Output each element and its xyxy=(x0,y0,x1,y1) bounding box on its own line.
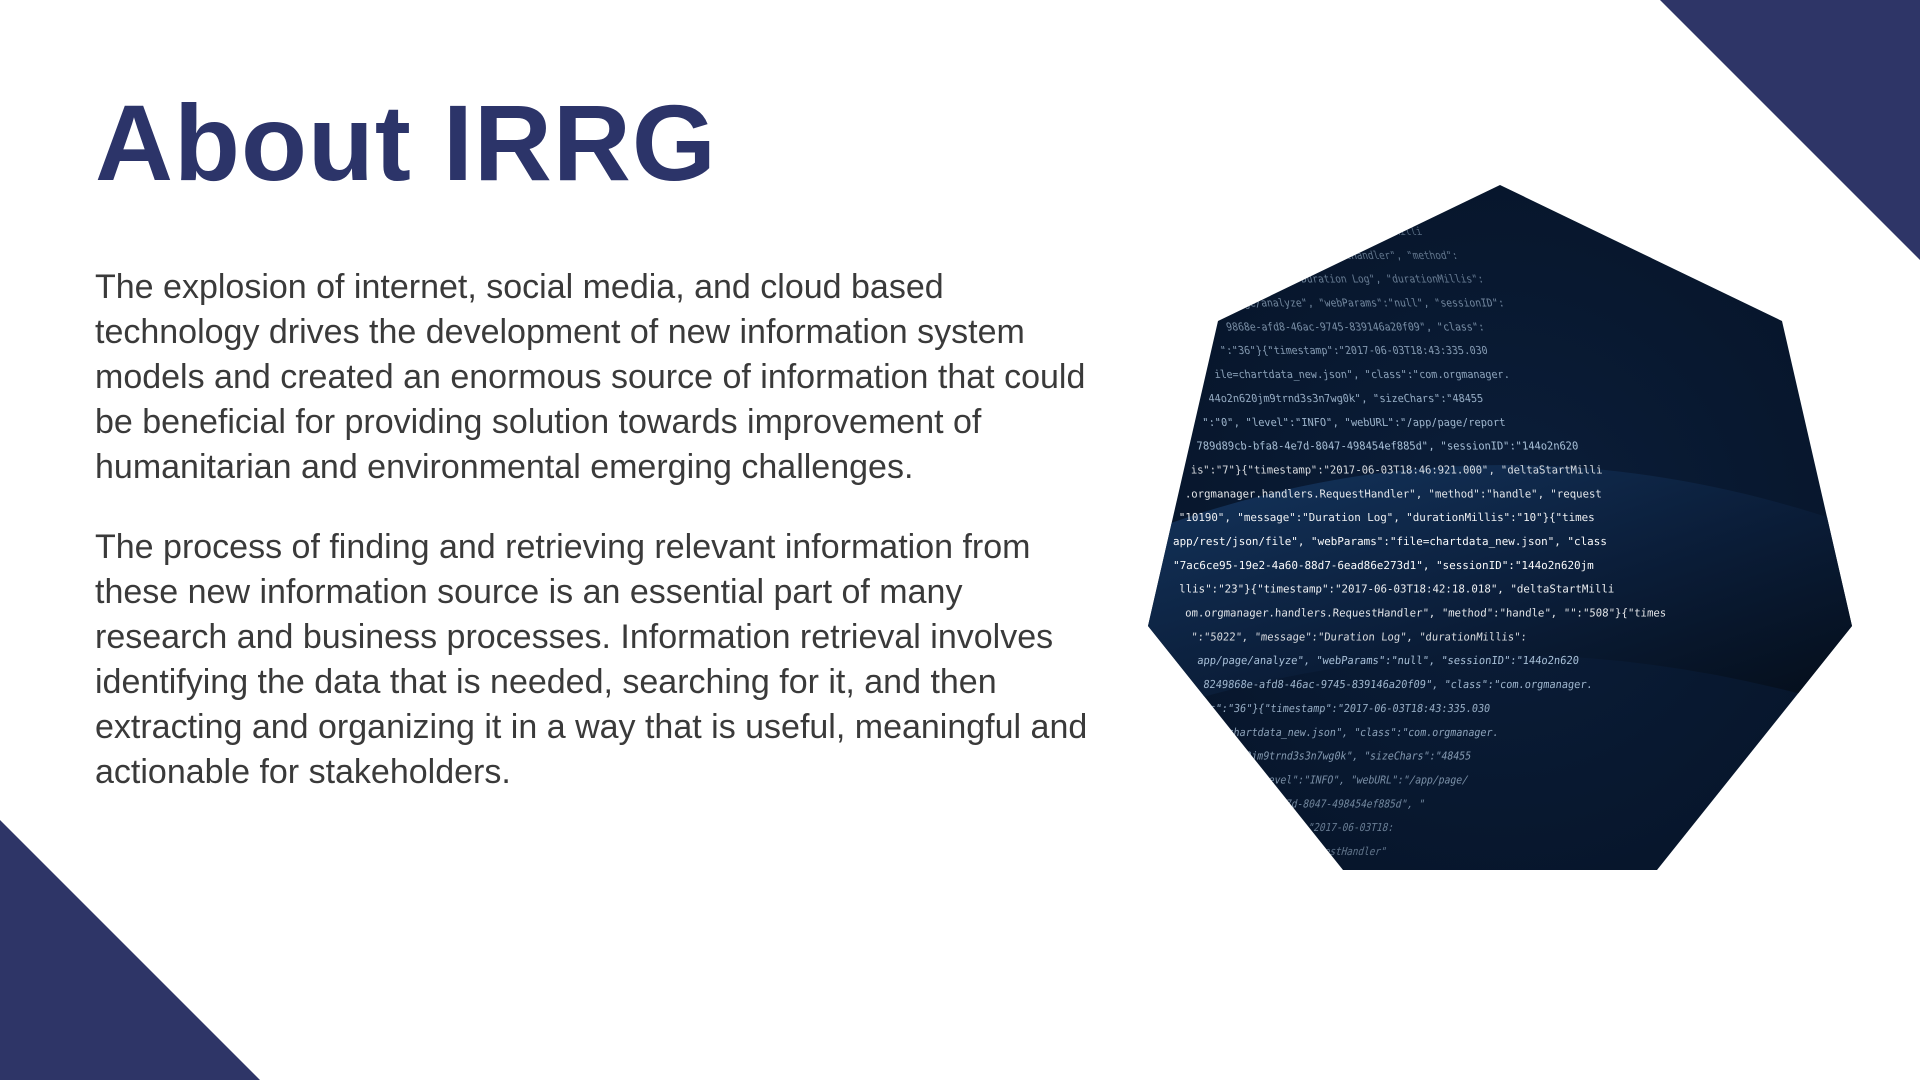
page-title: About IRRG xyxy=(95,80,717,205)
paragraph-1: The explosion of internet, social media,… xyxy=(95,265,1095,489)
svg-text:s":"36"}{"timestamp":"2017-06-: s":"36"}{"timestamp":"2017-06-03T18:43:3… xyxy=(1209,702,1492,715)
svg-text:page/analyze", "webParams":"nu: page/analyze", "webParams":"null", "sess… xyxy=(1231,297,1506,310)
slide: About IRRG The explosion of internet, so… xyxy=(0,0,1920,1080)
svg-text:"timestamp":"2017-06-03T18:: "timestamp":"2017-06-03T18: xyxy=(1238,822,1395,835)
heptagon-graphic: 18:42:18.018", "deltaStartMilli er.handle… xyxy=(1140,175,1860,895)
svg-text:18:42:18.018", "deltaStartMill: 18:42:18.018", "deltaStartMilli xyxy=(1248,225,1423,238)
svg-text:.orgmanager.handlers.RequestHa: .orgmanager.handlers.RequestHandler", "m… xyxy=(1184,487,1602,500)
svg-text:9868e-afd8-46ac-9745-839146a20: 9868e-afd8-46ac-9745-839146a20f09", "cla… xyxy=(1225,321,1485,334)
svg-text:"0", "level":"INFO", "webURL":: "0", "level":"INFO", "webURL":"/app/page… xyxy=(1226,774,1469,787)
svg-text:om.orgmanager.handlers.Request: om.orgmanager.handlers.RequestHandler", … xyxy=(1185,606,1667,619)
svg-text:"message":"Duration Log", "dur: "message":"Duration Log", "durationMilli… xyxy=(1237,273,1485,286)
body-text: The explosion of internet, social media,… xyxy=(95,265,1095,831)
svg-text:":"5022", "message":"Duration: ":"5022", "message":"Duration Log", "dur… xyxy=(1191,630,1528,643)
svg-text:":"36"}{"timestamp":"2017-06-0: ":"36"}{"timestamp":"2017-06-03T18:43:33… xyxy=(1219,345,1488,358)
paragraph-2: The process of finding and retrieving re… xyxy=(95,525,1095,794)
svg-text:er.handlers.RequestHandler", ": er.handlers.RequestHandler", "method": xyxy=(1242,249,1459,262)
svg-text:app/page/analyze", "webParams": app/page/analyze", "webParams":"null", "… xyxy=(1197,654,1580,667)
svg-text:b-bfa8-4e7d-8047-498454ef885d": b-bfa8-4e7d-8047-498454ef885d", " xyxy=(1232,798,1426,811)
svg-text:"10190", "message":"Duration L: "10190", "message":"Duration Log", "dura… xyxy=(1179,511,1595,524)
heptagon-svg: 18:42:18.018", "deltaStartMilli er.handle… xyxy=(1140,175,1860,895)
svg-text:llis":"23"}{"timestamp":"2017-: llis":"23"}{"timestamp":"2017-06-03T18:4… xyxy=(1179,583,1615,596)
svg-text:":"0", "level":"INFO", "webURL: ":"0", "level":"INFO", "webURL":"/app/pa… xyxy=(1202,415,1506,428)
svg-text:.handlers.RequestHandler": .handlers.RequestHandler" xyxy=(1244,845,1388,858)
svg-text:is":"7"}{"timestamp":"2017-06-: is":"7"}{"timestamp":"2017-06-03T18:46:9… xyxy=(1190,463,1603,476)
svg-text:44o2n620jm9trnd3s3n7wg0k", "si: 44o2n620jm9trnd3s3n7wg0k", "sizeChars":"… xyxy=(1208,392,1484,405)
svg-text:2n620jm9trnd3s3n7wg0k", "sizeC: 2n620jm9trnd3s3n7wg0k", "sizeChars":"484… xyxy=(1220,750,1472,763)
corner-triangle-bottom-left xyxy=(0,820,260,1080)
svg-text:app/rest/json/file", "webParam: app/rest/json/file", "webParams":"file=c… xyxy=(1173,535,1607,548)
svg-text:789d89cb-bfa8-4e7d-8047-498454: 789d89cb-bfa8-4e7d-8047-498454ef885d", "… xyxy=(1196,439,1579,452)
svg-text:"7ac6ce95-19e2-4a60-88d7-6ead8: "7ac6ce95-19e2-4a60-88d7-6ead86e273d1", … xyxy=(1173,559,1594,572)
svg-text:ile=chartdata_new.json", "clas: ile=chartdata_new.json", "class":"com.or… xyxy=(1214,369,1511,381)
svg-text:e=chartdata_new.json", "class": e=chartdata_new.json", "class":"com.orgm… xyxy=(1215,726,1500,738)
svg-text:8249868e-afd8-46ac-9745-839146: 8249868e-afd8-46ac-9745-839146a20f09", "… xyxy=(1203,678,1594,691)
